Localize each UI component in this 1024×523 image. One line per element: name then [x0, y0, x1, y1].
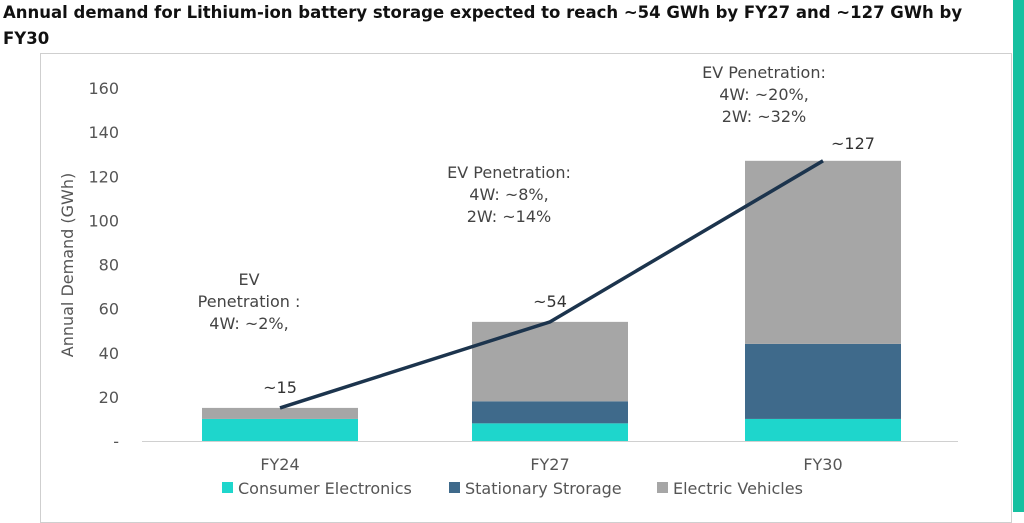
x-tick-label: FY24 [260, 455, 299, 474]
y-tick-label: 140 [88, 123, 119, 142]
ev-penetration-annotation: EV Penetration: 4W: ~20%, 2W: ~32% [702, 63, 826, 126]
y-axis-label: Annual Demand (GWh) [58, 173, 77, 357]
data-label: ~127 [831, 134, 875, 153]
annotation-line: EV [238, 270, 259, 289]
y-tick-label: 40 [99, 344, 119, 363]
legend-label: Stationary Strorage [465, 479, 622, 498]
data-labels: ~15 ~54 ~127 [263, 134, 875, 397]
y-axis: - 20 40 60 80 100 120 140 160 [88, 79, 119, 451]
bar-segment [472, 401, 628, 424]
ev-penetration-annotation: EV Penetration: 4W: ~8%, 2W: ~14% [447, 163, 571, 226]
bar-segment [745, 343, 901, 419]
data-label: ~15 [263, 378, 297, 397]
y-tick-label: 160 [88, 79, 119, 98]
bar-segment [202, 418, 358, 441]
y-tick-label: 20 [99, 388, 119, 407]
legend-label: Electric Vehicles [673, 479, 803, 498]
y-tick-label: - [113, 432, 119, 451]
annotation-line: EV Penetration: [702, 63, 826, 82]
legend-label: Consumer Electronics [238, 479, 412, 498]
legend: Consumer Electronics Stationary Strorage E… [222, 479, 803, 498]
bar-segment [202, 407, 358, 419]
total-demand-line [279, 159, 824, 410]
ev-penetration-annotation: EV Penetration : 4W: ~2%, [198, 270, 301, 333]
annotation-line: 2W: ~32% [722, 107, 807, 126]
x-tick-label: FY30 [803, 455, 842, 474]
data-label: ~54 [533, 292, 567, 311]
bar-segment [472, 423, 628, 441]
legend-swatch [657, 482, 668, 493]
annotation-line: 2W: ~14% [467, 207, 552, 226]
page-edge-bar [1013, 0, 1024, 512]
bar-segment [745, 160, 901, 344]
bars [202, 160, 901, 441]
bar-segment [745, 418, 901, 441]
annotation-line: 4W: ~2%, [209, 314, 288, 333]
bar-segment [472, 321, 628, 402]
annotations: EV Penetration : 4W: ~2%, EV Penetration: 4W… [198, 63, 826, 333]
y-tick-label: 60 [99, 300, 119, 319]
y-tick-label: 80 [99, 256, 119, 275]
annotation-line: Penetration : [198, 292, 301, 311]
x-axis: FY24 FY27 FY30 [260, 455, 842, 474]
chart-title: Annual demand for Lithium-ion battery st… [3, 3, 963, 48]
legend-swatch [222, 482, 233, 493]
annotation-line: 4W: ~20%, [719, 85, 809, 104]
chart: - 20 40 60 80 100 120 140 160 Annual Demand (GWh… [58, 63, 958, 498]
legend-swatch [449, 482, 460, 493]
annotation-line: EV Penetration: [447, 163, 571, 182]
annotation-line: 4W: ~8%, [469, 185, 548, 204]
y-tick-label: 100 [88, 211, 119, 230]
x-tick-label: FY27 [530, 455, 569, 474]
y-tick-label: 120 [88, 167, 119, 186]
